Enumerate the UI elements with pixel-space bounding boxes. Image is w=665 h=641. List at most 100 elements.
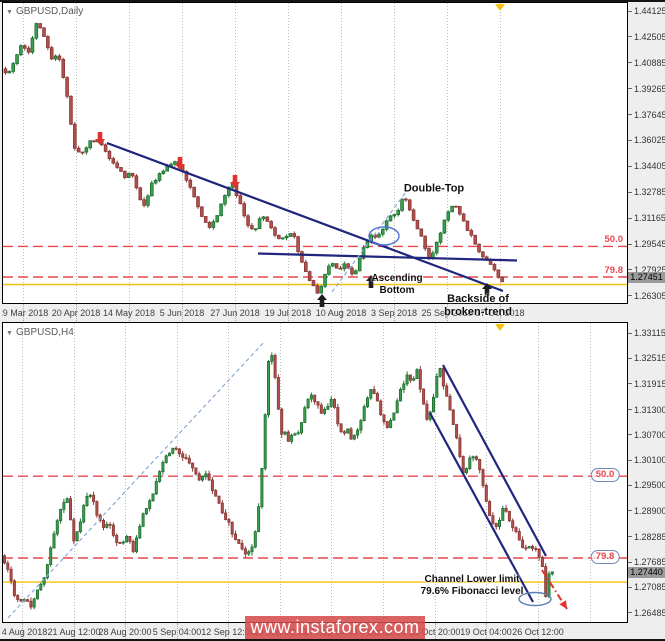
candle-body bbox=[151, 493, 155, 502]
candle-body bbox=[400, 198, 404, 211]
candle-body bbox=[210, 479, 214, 491]
candle-body bbox=[299, 422, 303, 434]
price-tick-mark bbox=[628, 62, 632, 64]
candle-body bbox=[78, 521, 82, 533]
date-label: 5 Sep 04:00 bbox=[152, 627, 202, 637]
candle-body bbox=[464, 468, 468, 474]
price-tick-mark bbox=[628, 217, 632, 219]
h4-chart-canvas[interactable] bbox=[3, 323, 627, 622]
backside-label-line: broken-trend bbox=[444, 306, 512, 318]
candle-body bbox=[392, 412, 396, 421]
candle-body bbox=[6, 562, 10, 570]
candle-body bbox=[197, 473, 201, 481]
fib-level-label-fib-50: 50.0 bbox=[604, 234, 624, 246]
h4-collapse-toggle-icon[interactable]: ▼ bbox=[6, 330, 13, 337]
candle-body bbox=[134, 175, 139, 189]
price-tick-label: 1.31915 bbox=[634, 378, 665, 389]
time-gridline-stub bbox=[125, 623, 126, 639]
price-tick-mark bbox=[628, 561, 632, 563]
price-tick-mark bbox=[628, 114, 632, 116]
candle-body bbox=[461, 213, 466, 222]
candle-body bbox=[237, 539, 241, 544]
candle-body bbox=[425, 403, 429, 420]
candle-body bbox=[49, 47, 54, 60]
h4-chart-panel[interactable] bbox=[2, 322, 628, 623]
daily-collapse-toggle-icon[interactable]: ▼ bbox=[6, 9, 13, 16]
candle-body bbox=[146, 195, 150, 206]
candles-layer bbox=[3, 352, 554, 610]
candle-body bbox=[59, 508, 63, 522]
candle-body bbox=[349, 428, 353, 440]
candle-body bbox=[148, 500, 152, 509]
candle-body bbox=[265, 216, 270, 222]
candle-body bbox=[270, 355, 274, 362]
candle-body bbox=[181, 453, 185, 458]
candle-body bbox=[327, 265, 331, 275]
candle-body bbox=[540, 556, 544, 568]
candle-body bbox=[108, 523, 112, 526]
candle-body bbox=[300, 251, 304, 263]
candle-body bbox=[514, 527, 518, 532]
candle-body bbox=[69, 95, 73, 125]
candle-body bbox=[273, 227, 277, 236]
candle-body bbox=[36, 589, 40, 600]
candle-body bbox=[214, 490, 218, 497]
date-label: 17 Oct 2018 bbox=[475, 308, 525, 318]
price-tick-mark bbox=[628, 484, 632, 486]
candle-body bbox=[253, 228, 258, 231]
candle-body bbox=[161, 462, 165, 473]
candle-body bbox=[415, 219, 420, 230]
candle-body bbox=[392, 214, 397, 217]
candle-body bbox=[38, 23, 42, 29]
h4-price-scale[interactable]: 1.33115 1.32515 1.31915 1.31300 1.30700 1.301… bbox=[628, 0, 665, 641]
candle-body bbox=[173, 161, 177, 165]
daily-chart-canvas[interactable] bbox=[3, 3, 627, 303]
time-gridline-stub bbox=[500, 304, 501, 323]
candle-body bbox=[319, 285, 323, 294]
candle-body bbox=[342, 263, 347, 270]
date-label: 11 Oct 20:00 bbox=[409, 627, 461, 637]
daily-price-scale[interactable]: 1.44125 1.42505 1.40885 1.39265 1.37645 1.360… bbox=[628, 0, 665, 641]
price-tick-mark bbox=[628, 536, 632, 538]
candles-layer bbox=[3, 22, 504, 294]
price-tick-label: 1.31300 bbox=[634, 404, 665, 415]
price-tick-label: 1.40885 bbox=[634, 57, 665, 68]
candle-body bbox=[65, 77, 69, 97]
time-gridline-stub bbox=[235, 304, 236, 323]
candle-body bbox=[319, 404, 323, 414]
candle-body bbox=[92, 140, 96, 143]
candle-body bbox=[346, 263, 350, 269]
candle-body bbox=[478, 459, 482, 471]
candle-body bbox=[484, 485, 488, 502]
candle-body bbox=[385, 421, 389, 428]
time-gridline-stub bbox=[23, 304, 24, 323]
price-tick-label: 1.44125 bbox=[634, 6, 665, 16]
daily-chart-panel[interactable] bbox=[2, 2, 628, 304]
candle-body bbox=[165, 165, 170, 172]
daily-time-scale[interactable]: 29 Mar 2018 20 Apr 2018 14 May 2018 5 Jun 2… bbox=[2, 304, 628, 323]
candle-body bbox=[32, 598, 36, 608]
date-label: 20 Apr 2018 bbox=[51, 308, 101, 318]
candle-body bbox=[169, 163, 173, 167]
date-label: 12 Sep 12:00 bbox=[201, 627, 255, 637]
candle-body bbox=[445, 385, 449, 397]
candle-body bbox=[511, 520, 515, 529]
time-gridline-stub bbox=[228, 623, 229, 639]
candle-body bbox=[534, 548, 538, 550]
price-tick-mark bbox=[628, 88, 632, 90]
candle-body bbox=[458, 437, 462, 457]
candle-body bbox=[105, 523, 109, 528]
candle-body bbox=[474, 456, 478, 460]
candle-body bbox=[379, 400, 383, 416]
candle-body bbox=[435, 375, 439, 398]
candle-body bbox=[52, 533, 56, 549]
candle-body bbox=[121, 541, 125, 544]
candle-body bbox=[471, 456, 475, 459]
candle-body bbox=[488, 259, 493, 265]
candle-body bbox=[230, 521, 234, 535]
candle-body bbox=[34, 23, 39, 39]
candle-body bbox=[461, 456, 465, 474]
candle-body bbox=[131, 541, 135, 553]
candle-body bbox=[500, 276, 504, 283]
